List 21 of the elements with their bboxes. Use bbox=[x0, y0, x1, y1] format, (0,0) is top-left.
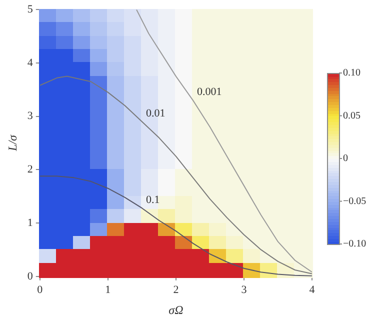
x-tick-label: 3 bbox=[241, 284, 248, 296]
color-bar-label: −0.05 bbox=[343, 196, 366, 207]
x-tick-label: 1 bbox=[105, 284, 111, 296]
color-bar-label: −0.10 bbox=[343, 238, 366, 250]
series-label: 0.01 bbox=[146, 108, 166, 120]
x-tick-label: 2 bbox=[173, 284, 179, 296]
series-label: 0.001 bbox=[196, 86, 222, 98]
y-tick-label: 4 bbox=[27, 56, 34, 69]
color-bar-label: 0.10 bbox=[343, 68, 360, 79]
x-axis-title: σΩ bbox=[168, 302, 184, 317]
y-axis-title: L/σ bbox=[5, 134, 20, 152]
series-label: 0.1 bbox=[146, 194, 160, 206]
y-tick-label: 0 bbox=[27, 270, 34, 282]
y-tick-label: 5 bbox=[27, 3, 34, 16]
x-tick-label: 0 bbox=[37, 284, 44, 296]
y-tick-label: 1 bbox=[27, 216, 33, 229]
y-tick-label: 3 bbox=[27, 110, 34, 122]
x-tick-label: 4 bbox=[309, 284, 316, 296]
color-bar-label: 0.05 bbox=[343, 110, 360, 122]
y-tick-label: 2 bbox=[27, 164, 33, 176]
color-bar-label: 0 bbox=[343, 153, 348, 164]
